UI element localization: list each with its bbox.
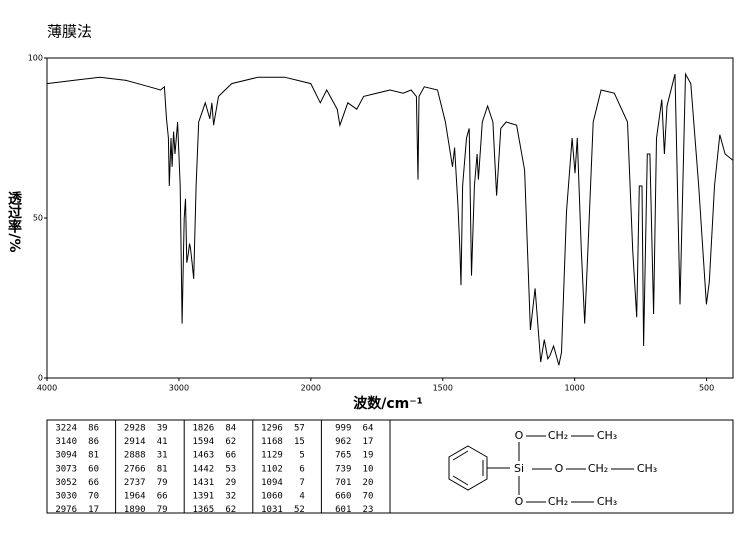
atom: CH₂ bbox=[548, 495, 568, 508]
peak-transmittance: 20 bbox=[363, 478, 374, 488]
atom: CH₃ bbox=[597, 495, 617, 508]
atom: O bbox=[515, 495, 524, 508]
peak-transmittance: 39 bbox=[157, 424, 168, 434]
peak-wavenumber: 2928 bbox=[124, 424, 146, 434]
peak-wavenumber: 1826 bbox=[193, 424, 215, 434]
peak-wavenumber: 2737 bbox=[124, 478, 146, 488]
peak-transmittance: 52 bbox=[294, 505, 305, 515]
y-tick-label: 100 bbox=[28, 54, 43, 63]
y-tick-label: 0 bbox=[38, 374, 43, 383]
peak-wavenumber: 1594 bbox=[193, 437, 215, 447]
peak-wavenumber: 1060 bbox=[261, 492, 283, 502]
peak-transmittance: 17 bbox=[88, 505, 99, 515]
peak-wavenumber: 1102 bbox=[261, 464, 283, 474]
peak-transmittance: 70 bbox=[363, 492, 374, 502]
atom: Si bbox=[514, 462, 524, 475]
peak-transmittance: 10 bbox=[363, 464, 374, 474]
peak-wavenumber: 1365 bbox=[193, 505, 215, 515]
y-axis-label: 透过率/% bbox=[6, 191, 22, 252]
peak-transmittance: 66 bbox=[157, 492, 168, 502]
peak-transmittance: 4 bbox=[299, 492, 304, 502]
peak-transmittance: 66 bbox=[225, 451, 236, 461]
peak-wavenumber: 601 bbox=[335, 505, 351, 515]
peak-transmittance: 79 bbox=[157, 505, 168, 515]
chart-title: 薄膜法 bbox=[47, 23, 92, 41]
peak-transmittance: 7 bbox=[299, 478, 304, 488]
peak-wavenumber: 765 bbox=[335, 451, 351, 461]
y-tick-label: 50 bbox=[33, 214, 43, 223]
peak-transmittance: 17 bbox=[363, 437, 374, 447]
peak-transmittance: 86 bbox=[88, 424, 99, 434]
peak-transmittance: 5 bbox=[299, 451, 304, 461]
peak-transmittance: 81 bbox=[157, 464, 168, 474]
peak-wavenumber: 1463 bbox=[193, 451, 215, 461]
peak-wavenumber: 3030 bbox=[55, 492, 77, 502]
peak-wavenumber: 2976 bbox=[55, 505, 77, 515]
peak-transmittance: 57 bbox=[294, 424, 305, 434]
peak-transmittance: 81 bbox=[88, 451, 99, 461]
atom: CH₃ bbox=[597, 429, 617, 442]
peak-transmittance: 41 bbox=[157, 437, 168, 447]
peak-wavenumber: 3073 bbox=[55, 464, 77, 474]
x-tick-label: 1500 bbox=[433, 384, 453, 393]
atom: O bbox=[555, 462, 564, 475]
peak-wavenumber: 3224 bbox=[55, 424, 77, 434]
peak-transmittance: 29 bbox=[225, 478, 236, 488]
peak-transmittance: 86 bbox=[88, 437, 99, 447]
peak-transmittance: 62 bbox=[225, 437, 236, 447]
peak-wavenumber: 3140 bbox=[55, 437, 77, 447]
double-bond bbox=[452, 475, 469, 486]
peak-transmittance: 70 bbox=[88, 492, 99, 502]
peak-wavenumber: 1431 bbox=[193, 478, 215, 488]
peak-transmittance: 66 bbox=[88, 478, 99, 488]
peak-wavenumber: 739 bbox=[335, 464, 351, 474]
peak-wavenumber: 1094 bbox=[261, 478, 283, 488]
peak-transmittance: 84 bbox=[225, 424, 236, 434]
peak-wavenumber: 1129 bbox=[261, 451, 283, 461]
peak-transmittance: 15 bbox=[294, 437, 305, 447]
x-tick-label: 500 bbox=[699, 384, 714, 393]
peak-wavenumber: 1391 bbox=[193, 492, 215, 502]
peak-wavenumber: 999 bbox=[335, 424, 351, 434]
x-tick-label: 1000 bbox=[565, 384, 585, 393]
peak-wavenumber: 701 bbox=[335, 478, 351, 488]
atom: CH₃ bbox=[637, 462, 657, 475]
atom: CH₂ bbox=[588, 462, 608, 475]
peak-transmittance: 64 bbox=[363, 424, 374, 434]
peak-transmittance: 31 bbox=[157, 451, 168, 461]
peak-wavenumber: 1031 bbox=[261, 505, 283, 515]
peak-wavenumber: 660 bbox=[335, 492, 351, 502]
peak-transmittance: 19 bbox=[363, 451, 374, 461]
peak-transmittance: 79 bbox=[157, 478, 168, 488]
peak-transmittance: 62 bbox=[225, 505, 236, 515]
peak-transmittance: 23 bbox=[363, 505, 374, 515]
peak-wavenumber: 2766 bbox=[124, 464, 146, 474]
benzene-ring bbox=[448, 445, 488, 491]
peak-wavenumber: 1442 bbox=[193, 464, 215, 474]
peak-wavenumber: 3094 bbox=[55, 451, 77, 461]
plot-frame bbox=[46, 57, 734, 379]
spectrum-line bbox=[46, 72, 734, 366]
peak-transmittance: 6 bbox=[299, 464, 304, 474]
double-bond bbox=[452, 450, 469, 461]
peak-wavenumber: 2888 bbox=[124, 451, 146, 461]
peak-wavenumber: 3052 bbox=[55, 478, 77, 488]
peak-wavenumber: 1964 bbox=[124, 492, 146, 502]
peak-transmittance: 53 bbox=[225, 464, 236, 474]
peak-transmittance: 32 bbox=[225, 492, 236, 502]
x-tick-label: 2000 bbox=[301, 384, 321, 393]
peak-wavenumber: 1890 bbox=[124, 505, 146, 515]
x-axis-label: 波数/cm⁻¹ bbox=[353, 395, 423, 412]
x-tick-label: 4000 bbox=[37, 384, 57, 393]
peak-transmittance: 60 bbox=[88, 464, 99, 474]
peak-wavenumber: 1296 bbox=[261, 424, 283, 434]
peak-wavenumber: 1168 bbox=[261, 437, 283, 447]
peak-wavenumber: 962 bbox=[335, 437, 351, 447]
atom: CH₂ bbox=[548, 429, 568, 442]
atom: O bbox=[515, 429, 524, 442]
x-tick-label: 3000 bbox=[169, 384, 189, 393]
peak-wavenumber: 2914 bbox=[124, 437, 146, 447]
